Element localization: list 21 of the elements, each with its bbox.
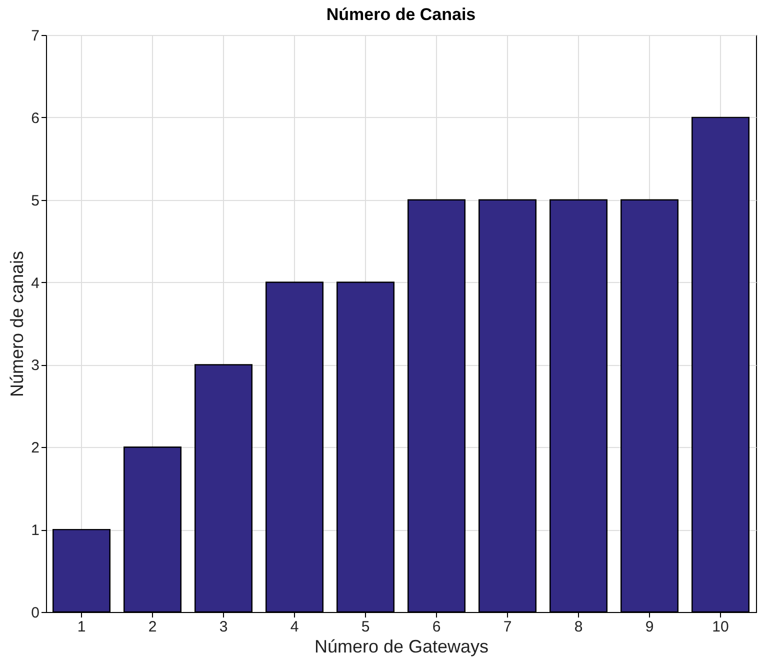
y-tick-label: 2 [31, 440, 40, 457]
x-tick-label: 4 [290, 618, 299, 636]
y-tick-label: 5 [31, 192, 40, 210]
x-tick-label: 8 [574, 618, 583, 636]
y-tick-label: 4 [31, 274, 40, 292]
x-tick-label: 3 [219, 618, 228, 636]
x-tick-label: 7 [503, 618, 512, 636]
x-axis-title: Número de Gateways [314, 636, 489, 656]
y-tick-label: 0 [31, 604, 40, 622]
y-tick-label: 3 [31, 357, 40, 374]
y-axis-title: Número de canais [7, 250, 28, 398]
y-tick-label: 1 [31, 522, 40, 540]
x-tick-label: 10 [712, 618, 729, 636]
x-tick-label: 2 [148, 618, 157, 636]
x-tick-label: 9 [645, 618, 654, 636]
x-tick-label: 5 [361, 618, 370, 636]
y-tick-label: 6 [31, 110, 40, 127]
chart-title: Número de Canais [326, 5, 476, 24]
y-tick-label: 7 [31, 28, 40, 44]
x-tick-label: 1 [77, 618, 86, 636]
x-tick-label: 6 [432, 618, 441, 636]
